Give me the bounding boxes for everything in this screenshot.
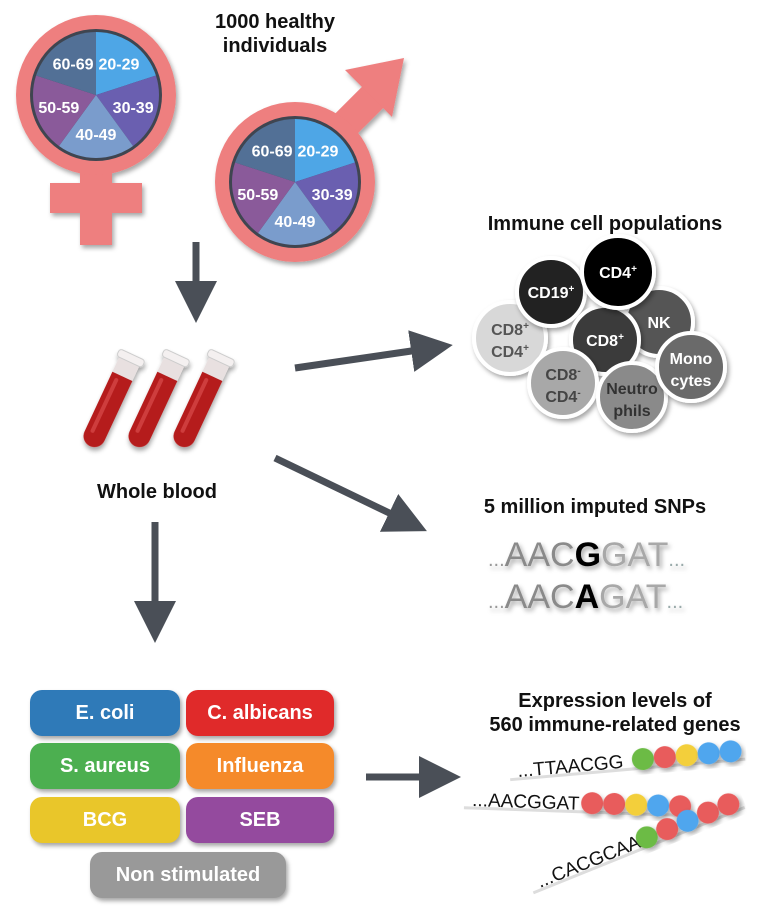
age-label: 40-49 bbox=[76, 127, 117, 144]
age-label: 40-49 bbox=[275, 214, 316, 231]
expression-dot bbox=[647, 794, 670, 817]
immune-cell: CD8- CD4- bbox=[527, 347, 599, 419]
cell-label: CD8+ bbox=[491, 321, 529, 339]
blood-tube bbox=[83, 349, 145, 448]
population-title-line2: individuals bbox=[222, 35, 328, 57]
expression-dot bbox=[675, 744, 698, 767]
blood-tube bbox=[173, 349, 235, 448]
cell-label: cytes bbox=[671, 373, 712, 390]
stimulus-influenza: Influenza bbox=[186, 743, 334, 789]
snp-sequences: ...AACGGAT... ...AACAGAT... bbox=[488, 536, 685, 616]
expression-dot bbox=[603, 792, 626, 815]
stimulus-seb: SEB bbox=[186, 797, 334, 843]
age-label: 20-29 bbox=[297, 143, 338, 160]
whole-blood-label: Whole blood bbox=[97, 481, 217, 503]
immune-cell: Mono cytes bbox=[655, 331, 727, 403]
age-label: 50-59 bbox=[237, 187, 278, 204]
expression-dot bbox=[676, 809, 699, 832]
immune-cell: CD4+ bbox=[580, 234, 656, 310]
pie-slice bbox=[235, 119, 295, 182]
expression-dot bbox=[656, 818, 679, 841]
stimulus-e-coli: E. coli bbox=[30, 690, 180, 736]
gene-row: ...TTAACGG bbox=[510, 740, 746, 782]
immune-cell: CD8+ CD4+ bbox=[472, 300, 548, 376]
population-title: 1000 healthy individuals bbox=[170, 10, 380, 58]
cell-label: CD4- bbox=[545, 388, 580, 406]
arrow-to-immune-cells bbox=[294, 330, 453, 372]
cell-label: CD19+ bbox=[528, 284, 575, 302]
pie-slice bbox=[295, 162, 358, 233]
stimulus-bcg: BCG bbox=[30, 797, 180, 843]
female-age-pie: 20-29 30-39 40-49 50-59 60-69 bbox=[30, 29, 162, 161]
immune-cell: CD19+ bbox=[515, 256, 587, 328]
expression-dot bbox=[697, 742, 720, 765]
expression-dot bbox=[696, 801, 719, 824]
cell-label: CD4+ bbox=[599, 264, 637, 282]
age-label: 30-39 bbox=[113, 100, 154, 117]
expression-dot bbox=[631, 748, 654, 771]
stimulus-non-stimulated: Non stimulated bbox=[90, 852, 286, 898]
pie-slice bbox=[232, 162, 295, 233]
gene-sequence: ...AACGGAT bbox=[472, 790, 580, 815]
immune-cell-cluster: CD8+ CD4+ CD19+ NK CD8+ CD4+ CD8- CD4- Neutro phi… bbox=[472, 234, 727, 433]
snps-title: 5 million imputed SNPs bbox=[483, 496, 707, 518]
snp-row: ...AACGGAT... bbox=[488, 536, 685, 574]
immune-title: Immune cell populations bbox=[487, 213, 723, 235]
pie-slice bbox=[96, 75, 159, 146]
stimulus-s-aureus: S. aureus bbox=[30, 743, 180, 789]
immune-cell: Neutro phils bbox=[596, 361, 668, 433]
cell-label: phils bbox=[613, 403, 650, 420]
pie-slice bbox=[33, 75, 96, 146]
stimulus-c-albicans: C. albicans bbox=[186, 690, 334, 736]
cell-label: CD8+ bbox=[586, 332, 624, 350]
pie-slice bbox=[295, 119, 355, 182]
arrow-to-snps bbox=[273, 454, 427, 532]
gene-sequence: ...CACGCAA bbox=[534, 832, 644, 893]
blood-tube bbox=[128, 349, 190, 448]
cell-label: Neutro bbox=[606, 381, 658, 398]
pie-slice bbox=[36, 32, 96, 95]
pie-slice bbox=[257, 182, 333, 246]
expression-dot bbox=[717, 793, 740, 816]
gene-sequence: ...TTAACGG bbox=[517, 752, 625, 782]
expression-dot bbox=[625, 793, 648, 816]
cell-label: CD4+ bbox=[491, 343, 529, 361]
expression-title-line1: Expression levels of bbox=[518, 690, 712, 712]
expression-dot bbox=[719, 740, 742, 763]
expression-title-line2: 560 immune-related genes bbox=[489, 714, 741, 736]
age-label: 50-59 bbox=[38, 100, 79, 117]
expression-dot bbox=[635, 826, 658, 849]
male-age-pie: 20-29 30-39 40-49 50-59 60-69 bbox=[229, 116, 361, 248]
age-label: 60-69 bbox=[53, 56, 94, 73]
pie-slice bbox=[58, 95, 134, 158]
cell-label: NK bbox=[647, 315, 671, 332]
gene-expression-graphic: ...TTAACGG ...AACGGAT ...CACGCAA bbox=[463, 740, 746, 895]
cell-label: Mono bbox=[670, 351, 713, 368]
pie-slice bbox=[96, 32, 156, 95]
age-label: 60-69 bbox=[252, 143, 293, 160]
expression-dot bbox=[653, 746, 676, 769]
population-title-line1: 1000 healthy bbox=[214, 11, 336, 33]
snp-row: ...AACAGAT... bbox=[488, 578, 683, 616]
cell-label: CD8- bbox=[545, 366, 580, 384]
expression-dot bbox=[581, 792, 604, 815]
age-label: 20-29 bbox=[98, 56, 139, 73]
blood-tubes bbox=[83, 349, 235, 448]
age-label: 30-39 bbox=[312, 187, 353, 204]
expression-title: Expression levels of 560 immune-related … bbox=[460, 689, 770, 737]
gene-row: ...AACGGAT bbox=[463, 790, 694, 818]
